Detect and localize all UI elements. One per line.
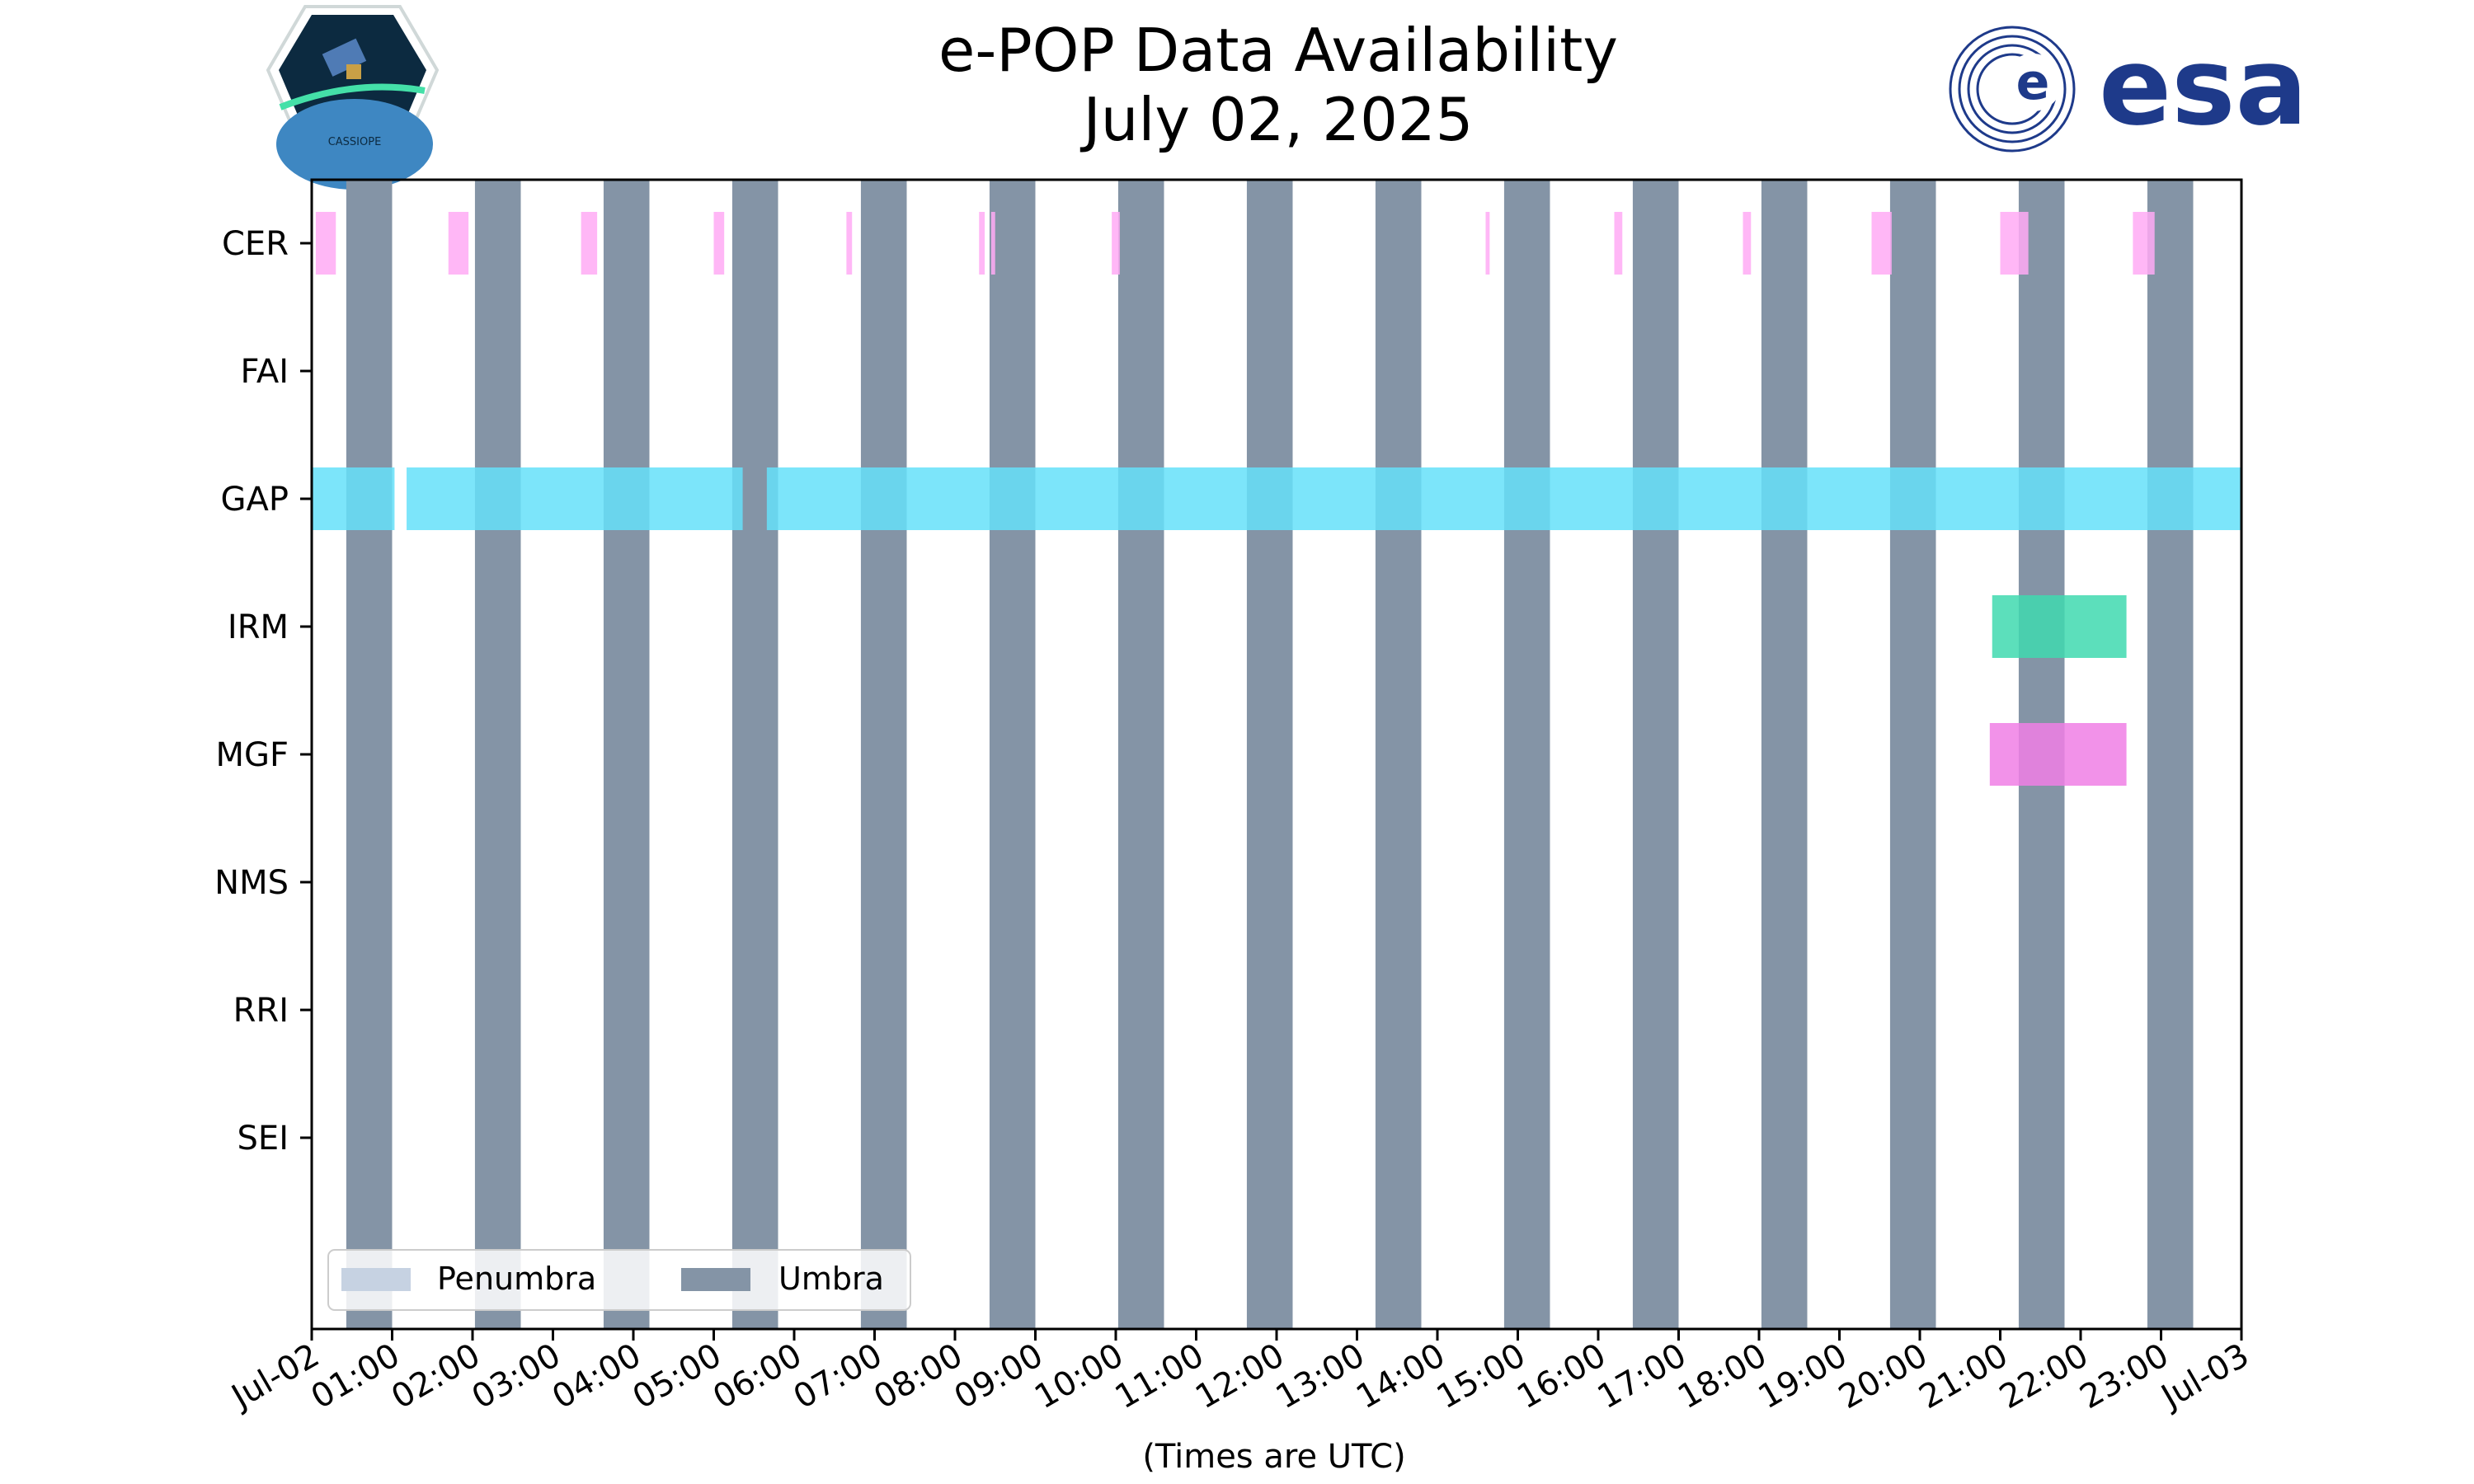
chart-subtitle: July 02, 2025 [1080,85,1474,154]
x-tick-label-17: 17:00 [1592,1336,1693,1416]
x-tick-label-16: 16:00 [1511,1336,1612,1416]
y-tick-label-sei: SEI [238,1120,289,1158]
cer-data-bar-2 [581,212,598,275]
umbra-band-3 [731,180,778,1329]
umbra-band-8 [1375,180,1422,1329]
esa-logo-text: esa [2099,24,2307,149]
y-tick-label-nms: NMS [214,864,289,902]
x-tick-label-2: 02:00 [385,1336,487,1416]
cer-data-bar-9 [1614,212,1623,275]
legend-penumbra-label: Penumbra [437,1261,596,1297]
chart-title: e-POP Data Availability [938,16,1618,85]
legend: Penumbra Umbra [327,1249,911,1311]
umbra-band-6 [1117,180,1164,1329]
cer-data-bar-6 [990,212,995,275]
cassiope-logo: CASSIOPE [266,5,440,190]
x-tick-label-10: 10:00 [1028,1336,1130,1416]
cer-data-bar-5 [979,212,985,275]
cer-data-bar-12 [2000,212,2029,275]
legend-umbra-swatch [681,1268,750,1291]
irm-data-bar-0 [1992,595,2127,658]
cer-data-bar-8 [1485,212,1490,275]
cer-data-bar-4 [846,212,853,275]
cer-data-bar-10 [1743,212,1752,275]
y-tick-label-mgf: MGF [215,736,289,774]
y-tick-label-irm: IRM [228,608,289,646]
x-tick-label-3: 03:00 [466,1336,567,1416]
umbra-band-5 [989,180,1036,1329]
gap-data-bar-0 [312,467,395,530]
esa-logo: e esa [1949,24,2307,153]
gap-data-bar-2 [766,467,2241,530]
x-tick-label-22: 22:00 [1993,1336,2095,1416]
umbra-band-11 [1761,180,1808,1329]
umbra-band-4 [860,180,907,1329]
umbra-band-9 [1503,180,1550,1329]
cer-data-bar-13 [2133,212,2155,275]
svg-text:e: e [2016,54,2050,111]
x-tick-label-0: Jul-02 [223,1336,326,1417]
cassiope-logo-text: CASSIOPE [328,136,382,148]
cer-data-bar-7 [1112,212,1120,275]
gap-data-bar-1 [407,467,743,530]
umbra-band-12 [1889,180,1936,1329]
cer-data-bar-11 [1871,212,1892,275]
x-tick-label-8: 08:00 [868,1336,969,1416]
umbra-band-10 [1632,180,1679,1329]
cer-data-bar-3 [713,212,725,275]
mgf-data-bar-0 [1989,723,2127,786]
x-tick-label-18: 18:00 [1672,1336,1773,1416]
x-tick-label-1: 01:00 [305,1336,407,1416]
x-tick-label-11: 11:00 [1109,1336,1211,1416]
umbra-band-1 [474,180,521,1329]
x-tick-label-20: 20:00 [1832,1336,1934,1416]
x-tick-label-19: 19:00 [1752,1336,1854,1416]
y-tick-label-cer: CER [222,225,289,263]
x-tick-label-21: 21:00 [1913,1336,2015,1416]
x-tick-label-6: 06:00 [707,1336,808,1416]
cer-data-bar-0 [315,212,336,275]
umbra-band-7 [1246,180,1293,1329]
x-tick-label-14: 14:00 [1350,1336,1451,1416]
x-tick-label-23: 23:00 [2074,1336,2175,1416]
x-tick-label-9: 09:00 [948,1336,1050,1416]
cer-data-bar-1 [448,212,469,275]
umbra-band-0 [346,180,393,1329]
x-tick-label-13: 13:00 [1270,1336,1371,1416]
x-tick-label-12: 12:00 [1189,1336,1291,1416]
x-tick-label-24: Jul-03 [2153,1336,2255,1417]
x-axis-label: (Times are UTC) [1142,1438,1405,1476]
y-tick-label-fai: FAI [241,353,289,391]
x-tick-label-4: 04:00 [546,1336,647,1416]
legend-umbra-label: Umbra [778,1261,884,1297]
legend-penumbra-swatch [341,1268,411,1291]
umbra-band-14 [2147,180,2194,1329]
x-tick-label-7: 07:00 [788,1336,889,1416]
umbra-band-2 [603,180,650,1329]
y-tick-label-gap: GAP [221,481,289,519]
x-tick-label-15: 15:00 [1431,1336,1532,1416]
y-tick-label-rri: RRI [233,992,289,1030]
x-tick-label-5: 05:00 [627,1336,728,1416]
